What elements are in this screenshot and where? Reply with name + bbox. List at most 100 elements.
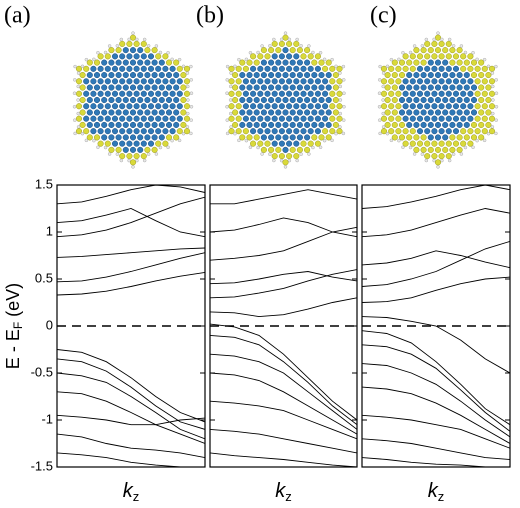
atom [427,84,434,91]
atom [278,78,285,85]
hydrogen [338,125,342,129]
hydrogen [260,44,264,48]
atom [271,78,278,85]
atom [119,40,126,47]
hydrogen [146,152,151,156]
atom [427,134,434,141]
hydrogen [185,71,190,75]
atom [325,96,332,104]
atom [449,47,456,54]
atom [108,96,115,104]
hydrogen [119,37,124,42]
atom [108,72,115,79]
atom [449,84,456,91]
hydrogen [119,158,124,163]
atom [398,121,406,128]
atom [452,115,460,122]
band-line [210,353,357,430]
hydrogen [80,131,85,136]
atom [151,84,158,91]
atom [442,47,449,54]
atom [488,103,496,110]
hydrogen [283,165,288,169]
atom [467,115,474,122]
atom [460,90,467,97]
atom [413,84,420,91]
band-line [57,247,205,258]
atom [380,128,388,135]
hydrogen [76,111,80,116]
atom [449,134,456,141]
hydrogen [342,105,346,109]
hydrogen [76,84,80,89]
atom [165,109,173,116]
atom [173,121,180,128]
atom [137,121,144,128]
band-line [362,240,510,287]
hydrogen [322,138,327,143]
atom [391,84,398,91]
atom [289,109,296,116]
atom [442,72,449,79]
atom [325,121,332,128]
atom [293,140,300,147]
atom [488,78,496,85]
band-line [362,185,510,209]
atom [329,103,336,110]
y-tick-label: -0.5 [31,364,53,379]
hydrogen [408,145,413,150]
atom [122,59,129,66]
y-axis-label: E - EF (eV) [3,283,25,369]
atom [416,128,424,135]
atom [151,47,158,54]
atom [278,65,285,72]
y-tick-label: -1 [41,411,53,426]
atom [409,78,416,85]
hydrogen [322,57,327,62]
hydrogen [389,138,394,143]
atom [427,146,434,153]
panel-label: (c) [370,3,397,29]
atom [300,103,307,110]
atom [424,53,431,60]
atom [173,72,180,79]
atom [158,84,165,91]
hydrogen [73,78,77,82]
atom [260,84,267,91]
atom [445,115,452,122]
atom [311,134,318,141]
atom [228,115,235,122]
band-line [362,363,510,438]
atom [413,109,420,116]
atom [75,128,83,135]
atom [463,134,470,141]
atom [140,90,147,97]
band-line [210,400,357,440]
atom [478,59,485,66]
atom [129,72,137,79]
atom [115,134,122,141]
atom [282,34,289,41]
band-line [362,276,510,303]
atom [235,78,242,85]
atom [97,90,104,97]
atom [176,78,183,85]
band-line [57,372,205,440]
atom [307,128,314,135]
atom [115,84,122,91]
hydrogen [494,78,498,82]
atom [162,78,169,85]
atom [126,140,133,147]
atom [275,146,282,153]
atom [101,59,108,66]
atom [90,115,97,122]
atom [416,53,424,60]
atom [183,115,191,122]
atom [322,128,329,135]
atom [90,128,97,135]
atom [391,121,398,128]
atom [434,146,442,153]
x-axis-label: kz [275,480,292,504]
atom [246,96,253,104]
atom [257,90,264,97]
